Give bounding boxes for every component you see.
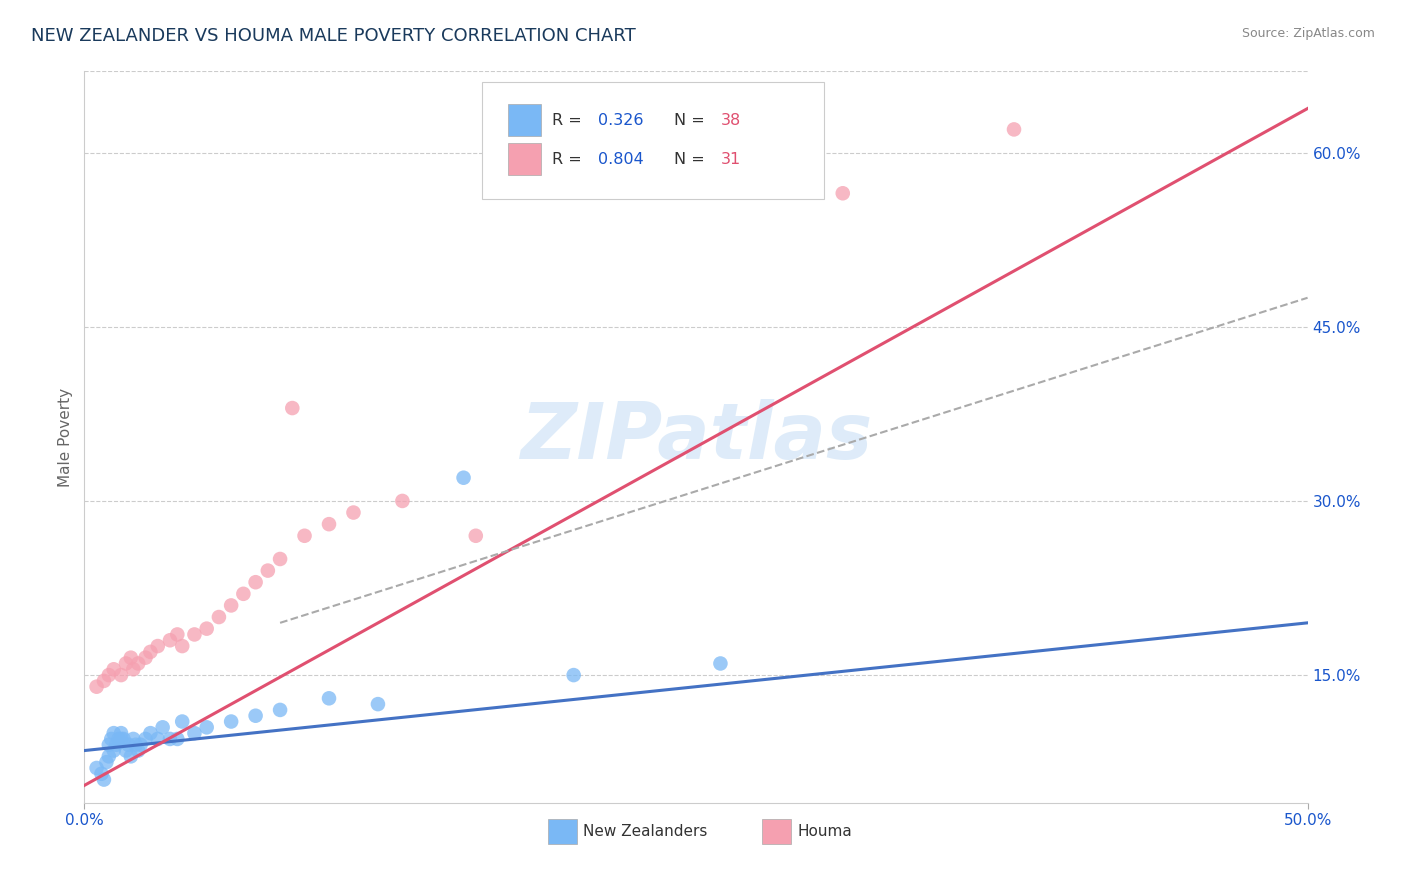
Point [86, 680, 108, 694]
Point [232, 587, 254, 601]
Point [269, 703, 291, 717]
Point [120, 749, 142, 764]
Text: Source: ZipAtlas.com: Source: ZipAtlas.com [1241, 27, 1375, 40]
Point [245, 575, 267, 590]
Point [96, 755, 118, 769]
Point [93, 673, 115, 688]
Point [110, 668, 132, 682]
Text: 0.326: 0.326 [598, 113, 644, 128]
Point [562, 668, 585, 682]
Point [183, 627, 205, 641]
Point [112, 731, 135, 746]
Point [135, 650, 157, 665]
Point [208, 610, 231, 624]
Point [97, 749, 120, 764]
Point [135, 731, 157, 746]
FancyBboxPatch shape [508, 104, 541, 136]
Point [120, 650, 142, 665]
FancyBboxPatch shape [508, 143, 541, 175]
Text: 38: 38 [720, 113, 741, 128]
Point [464, 529, 486, 543]
Point [127, 743, 149, 757]
FancyBboxPatch shape [548, 819, 578, 844]
Text: New Zealanders: New Zealanders [583, 824, 707, 838]
Point [103, 726, 125, 740]
Point [93, 772, 115, 787]
Point [97, 738, 120, 752]
Point [318, 517, 340, 532]
Point [294, 529, 316, 543]
Point [103, 662, 125, 676]
Text: ZIPatlas: ZIPatlas [520, 399, 872, 475]
Point [146, 639, 169, 653]
Point [159, 731, 181, 746]
Point [219, 714, 242, 729]
Point [172, 639, 194, 653]
Point [183, 726, 205, 740]
Point [129, 738, 152, 752]
Point [117, 738, 139, 752]
Point [125, 738, 148, 752]
Point [105, 738, 128, 752]
Point [172, 714, 194, 729]
Text: NEW ZEALANDER VS HOUMA MALE POVERTY CORRELATION CHART: NEW ZEALANDER VS HOUMA MALE POVERTY CORR… [31, 27, 636, 45]
Point [110, 731, 132, 746]
Y-axis label: Male Poverty: Male Poverty [58, 387, 73, 487]
Point [391, 494, 413, 508]
Point [195, 720, 218, 734]
Point [127, 657, 149, 671]
Point [709, 657, 731, 671]
Point [195, 622, 218, 636]
Point [1002, 122, 1025, 136]
Text: R =: R = [551, 113, 586, 128]
FancyBboxPatch shape [482, 82, 824, 200]
Point [281, 401, 304, 415]
Point [152, 720, 174, 734]
Point [139, 645, 162, 659]
Point [166, 627, 188, 641]
Point [107, 731, 129, 746]
Text: N =: N = [673, 152, 710, 167]
Point [219, 599, 242, 613]
Text: N =: N = [673, 113, 710, 128]
Point [122, 731, 145, 746]
Point [122, 662, 145, 676]
Point [146, 731, 169, 746]
Point [97, 668, 120, 682]
FancyBboxPatch shape [762, 819, 792, 844]
Text: R =: R = [551, 152, 586, 167]
Text: Houma: Houma [797, 824, 852, 838]
Point [318, 691, 340, 706]
Text: 31: 31 [720, 152, 741, 167]
Point [269, 552, 291, 566]
Point [90, 766, 112, 780]
Point [245, 708, 267, 723]
Point [367, 697, 389, 711]
Point [86, 761, 108, 775]
Point [159, 633, 181, 648]
Point [257, 564, 280, 578]
Point [110, 726, 132, 740]
Text: 0.804: 0.804 [598, 152, 644, 167]
Point [115, 743, 138, 757]
Point [139, 726, 162, 740]
Point [831, 186, 853, 201]
Point [100, 731, 122, 746]
Point [115, 657, 138, 671]
Point [342, 506, 364, 520]
Point [453, 471, 475, 485]
Point [166, 731, 188, 746]
Point [103, 743, 125, 757]
